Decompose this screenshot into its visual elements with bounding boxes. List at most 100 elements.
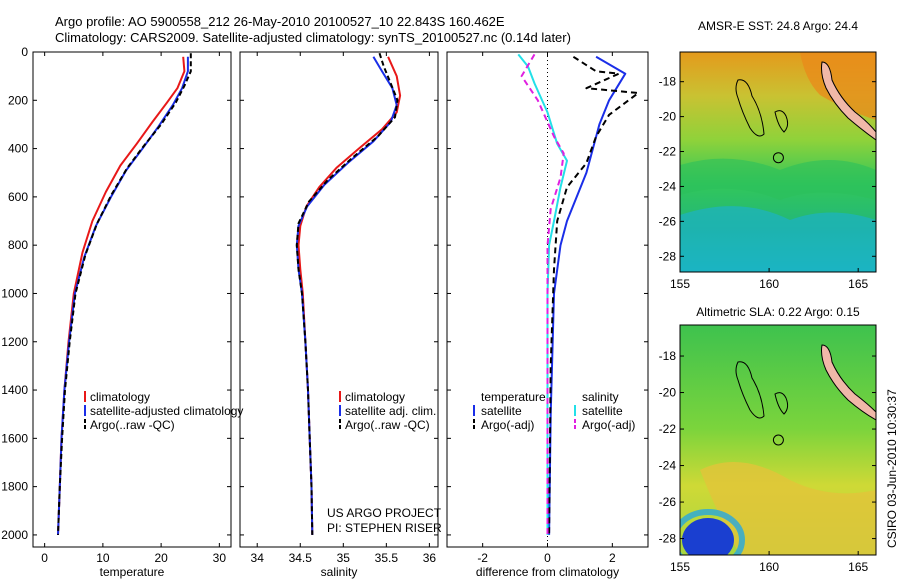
- legend-label-climatology: climatology: [90, 390, 150, 404]
- legend-label-sal-satellite: satellite: [582, 404, 623, 418]
- legend-label-sal-argo: Argo(-adj): [582, 418, 635, 432]
- y-tick-label: 600: [8, 190, 28, 204]
- legend-label-argo: Argo(..raw -QC): [345, 418, 430, 432]
- series-group: [295, 52, 402, 535]
- sst-warm-patch: [800, 52, 876, 120]
- map-y-tick-label: -18: [659, 349, 677, 363]
- y-tick-label: 0: [21, 45, 28, 59]
- argo-float-marker: [772, 434, 784, 446]
- reef-outline: [735, 79, 765, 137]
- y-tick-label: 1000: [1, 286, 28, 300]
- map-y-tick-label: -22: [659, 422, 677, 436]
- plot-frame: [32, 51, 232, 548]
- sla-low-eddy-rim: [680, 509, 745, 555]
- series-line-satellite-adjusted-climatology: [57, 56, 189, 535]
- y-tick-label: 400: [8, 142, 28, 156]
- sst-map: AMSR-E SST: 24.8 Argo: 24.4 155 160 165 -18…: [659, 19, 877, 291]
- map-y-tick-label: -26: [659, 214, 677, 228]
- x-tick-label: 35.5: [375, 551, 399, 565]
- legend-label-satellite: satellite-adjusted climatology: [90, 404, 243, 418]
- temperature-legend: climatology satellite-adjusted climatolo…: [84, 390, 243, 432]
- x-tick-label: 30: [213, 551, 227, 565]
- map-x-tick-label: 155: [670, 560, 690, 574]
- sst-cool-patch: [680, 206, 876, 272]
- map-x-tick-label: 160: [759, 277, 779, 291]
- reef-outline-2: [774, 110, 789, 133]
- new-caledonia-coast: [821, 344, 876, 421]
- reef-outline: [735, 361, 765, 419]
- x-tick-label: 20: [154, 551, 168, 565]
- series-line-salinity-satellite: [517, 53, 568, 535]
- legend-group-salinity: salinity: [582, 390, 619, 404]
- x-axis-label: temperature: [100, 565, 165, 579]
- y-tick-label: 200: [8, 93, 28, 107]
- figure-title-line1: Argo profile: AO 5900558_212 26-May-2010…: [55, 14, 505, 29]
- salinity-legend: climatology satellite adj. clim. Argo(..…: [339, 390, 436, 432]
- sst-green-band: [680, 158, 876, 200]
- map-y-tick-label: -18: [659, 75, 677, 89]
- x-axis-label: salinity: [321, 565, 358, 579]
- temperature-profile-chart: 0 10 20 30 0 200 400 600 800 1000 1200 1400 1600 1800…: [1, 45, 232, 579]
- x-tick-label: 0: [41, 551, 48, 565]
- map-x-tick-label: 165: [848, 277, 868, 291]
- sla-map-ticks: 155 160 165 -18 -20 -22 -24 -26 -28: [659, 349, 876, 574]
- map-y-tick-label: -22: [659, 145, 677, 159]
- series-line-argo-raw-qc-: [295, 52, 399, 535]
- x-tick-label: 35: [337, 551, 351, 565]
- series-group: [57, 53, 192, 535]
- y-tick-label: 1600: [1, 431, 28, 445]
- map-x-tick-label: 155: [670, 277, 690, 291]
- y-tick-label: 2000: [1, 528, 28, 542]
- sla-map: Altimetric SLA: 0.22 Argo: 0.15 155 160 16…: [659, 305, 877, 574]
- legend-label-satellite: satellite adj. clim.: [345, 404, 436, 418]
- series-line-salinity-argo-adj-: [520, 53, 565, 535]
- map-y-tick-label: -24: [659, 179, 677, 193]
- sla-low-eddy: [682, 518, 734, 555]
- legend-label-temp-satellite: satellite: [481, 404, 522, 418]
- sla-map-title: Altimetric SLA: 0.22 Argo: 0.15: [696, 305, 860, 319]
- argo-float-marker: [772, 152, 784, 164]
- x-tick-label: 36: [423, 551, 437, 565]
- new-caledonia-coast: [821, 61, 876, 141]
- legend-group-temperature: temperature: [481, 390, 546, 404]
- sst-map-ticks: 155 160 165 -18 -20 -22 -24 -26 -28: [659, 75, 876, 291]
- x-tick-label: 34: [251, 551, 265, 565]
- y-tick-label: 1200: [1, 335, 28, 349]
- map-y-tick-label: -20: [659, 386, 677, 400]
- legend-label-argo: Argo(..raw -QC): [90, 418, 175, 432]
- y-tick-label: 1400: [1, 383, 28, 397]
- sst-map-frame: [679, 51, 877, 273]
- series-line-temperature-argo-adj-: [548, 55, 640, 535]
- map-x-tick-label: 160: [759, 560, 779, 574]
- sla-high-patch: [700, 462, 876, 555]
- map-y-tick-label: -24: [659, 459, 677, 473]
- y-tick-label: 800: [8, 238, 28, 252]
- reef-outline-2: [774, 392, 789, 415]
- x-axis-label: difference from climatology: [476, 565, 619, 579]
- sst-map-title: AMSR-E SST: 24.8 Argo: 24.4: [698, 19, 858, 33]
- map-x-tick-label: 165: [848, 560, 868, 574]
- legend-label-temp-argo: Argo(-adj): [481, 418, 534, 432]
- x-tick-label: 2: [609, 551, 616, 565]
- y-tick-label: 1800: [1, 480, 28, 494]
- x-tick-label: 34.5: [289, 551, 313, 565]
- legend-label-climatology: climatology: [345, 390, 405, 404]
- project-note-line1: US ARGO PROJECT: [327, 506, 442, 520]
- x-tick-label: -2: [477, 551, 488, 565]
- map-y-tick-label: -28: [659, 249, 677, 263]
- plot-frame: [239, 51, 439, 548]
- series-line-climatology: [57, 56, 186, 535]
- series-group: [517, 53, 640, 535]
- series-line-argo-raw-qc-: [57, 53, 192, 535]
- x-tick-label: 10: [96, 551, 110, 565]
- map-y-tick-label: -20: [659, 110, 677, 124]
- sla-map-frame: [679, 324, 877, 556]
- side-caption: CSIRO 03-Jun-2010 10:30:37: [885, 389, 899, 548]
- series-line-temperature-satellite: [548, 55, 627, 535]
- map-y-tick-label: -26: [659, 495, 677, 509]
- project-note-line2: PI: STEPHEN RISER: [327, 521, 442, 535]
- x-tick-label: 0: [544, 551, 551, 565]
- figure-title-line2: Climatology: CARS2009. Satellite-adjuste…: [55, 30, 571, 45]
